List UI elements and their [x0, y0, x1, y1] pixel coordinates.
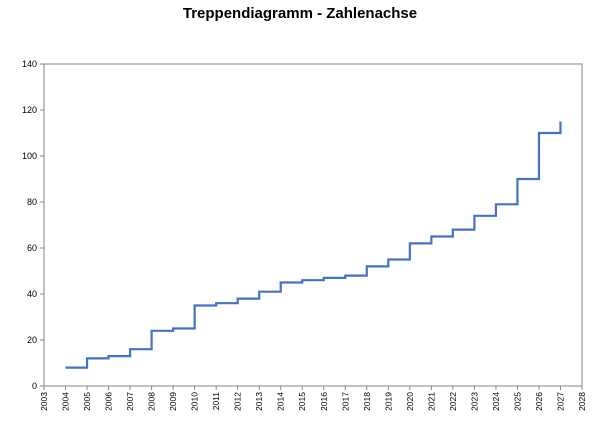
x-tick-label: 2025	[512, 392, 522, 411]
series-step-line	[65, 121, 562, 369]
x-tick-label: 2027	[555, 392, 565, 411]
x-tick-label: 2005	[82, 392, 92, 411]
x-tick-label: 2026	[534, 392, 544, 411]
y-tick-label: 0	[32, 381, 37, 391]
x-tick-label: 2017	[340, 392, 350, 411]
x-tick-label: 2022	[448, 392, 458, 411]
y-tick-label: 20	[27, 335, 37, 345]
x-tick-label: 2010	[190, 392, 200, 411]
x-tick-label: 2015	[297, 392, 307, 411]
x-tick-label: 2009	[168, 392, 178, 411]
x-tick-label: 2012	[233, 392, 243, 411]
y-tick-label: 60	[27, 243, 37, 253]
x-tick-label: 2021	[426, 392, 436, 411]
chart-title: Treppendiagramm - Zahlenachse	[182, 5, 418, 22]
x-tick-label: 2028	[577, 392, 587, 411]
x-tick-label: 2020	[405, 392, 415, 411]
y-tick-label: 80	[27, 197, 37, 207]
x-tick-label: 2024	[491, 392, 501, 411]
x-tick-label: 2019	[383, 392, 393, 411]
x-tick-label: 2004	[61, 392, 71, 411]
y-tick-label: 40	[27, 289, 37, 299]
x-tick-label: 2008	[147, 392, 157, 411]
x-tick-label: 2016	[319, 392, 329, 411]
x-tick-label: 2003	[39, 392, 49, 411]
x-tick-label: 2014	[276, 392, 286, 411]
x-tick-label: 2006	[104, 392, 114, 411]
x-tick-label: 2007	[125, 392, 135, 411]
y-tick-label: 120	[22, 105, 37, 115]
y-tick-label: 100	[22, 151, 37, 161]
x-tick-label: 2013	[254, 392, 264, 411]
y-tick-label: 140	[22, 59, 37, 69]
x-tick-label: 2023	[469, 392, 479, 411]
plot-area-border	[43, 63, 583, 387]
x-tick-label: 2011	[211, 392, 221, 411]
x-tick-label: 2018	[362, 392, 372, 411]
